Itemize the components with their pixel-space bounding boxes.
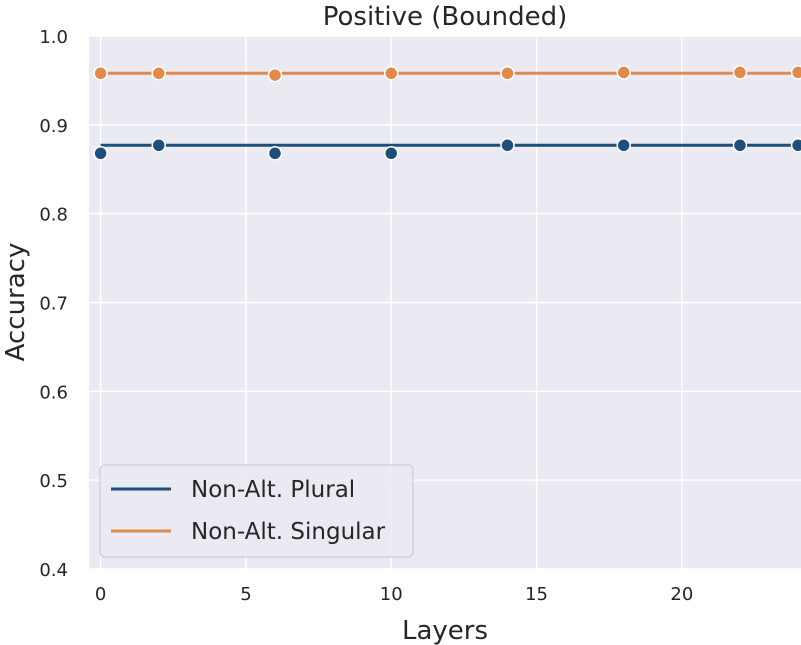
x-tick-label: 15 — [525, 584, 548, 605]
y-tick-label: 0.9 — [39, 116, 68, 137]
data-point — [151, 66, 166, 81]
x-tick-label: 10 — [380, 584, 403, 605]
x-axis-label: Layers — [402, 616, 488, 645]
x-tick-label: 5 — [240, 584, 251, 605]
legend: Non-Alt. Plural Non-Alt. Singular — [99, 464, 414, 558]
data-point — [267, 67, 283, 83]
data-point — [267, 146, 283, 161]
series-group — [93, 65, 801, 161]
data-point — [732, 138, 748, 153]
y-tick-label: 1.0 — [39, 27, 68, 48]
data-point — [616, 138, 631, 153]
x-tick-label: 0 — [95, 584, 106, 605]
series-1 — [93, 138, 801, 161]
chart-title: Positive (Bounded) — [323, 2, 568, 32]
legend-box — [99, 464, 414, 558]
legend-label: Non-Alt. Plural — [191, 477, 355, 503]
data-point — [790, 65, 801, 80]
x-tick-label: 20 — [670, 584, 693, 605]
y-tick-label: 0.8 — [39, 205, 68, 226]
data-point — [383, 66, 399, 81]
legend-label: Non-Alt. Singular — [191, 519, 386, 545]
y-axis-label: Accuracy — [1, 243, 31, 362]
y-tick-label: 0.5 — [39, 471, 68, 492]
y-tick-label: 0.7 — [39, 294, 68, 315]
data-point — [383, 146, 399, 161]
data-point — [500, 66, 515, 81]
y-tick-label: 0.6 — [39, 382, 68, 403]
data-point — [616, 65, 631, 80]
y-axis: 0.4 0.5 0.6 0.7 0.8 0.9 1.0 — [39, 27, 68, 581]
y-tick-label: 0.4 — [39, 560, 68, 581]
x-axis: 0 5 10 15 20 — [95, 584, 693, 605]
data-point — [151, 138, 166, 153]
data-point — [732, 65, 748, 80]
data-point — [93, 66, 108, 81]
data-point — [500, 138, 515, 153]
grid — [89, 35, 801, 570]
data-point — [790, 138, 801, 153]
series-2 — [93, 65, 801, 83]
data-point — [93, 146, 108, 161]
